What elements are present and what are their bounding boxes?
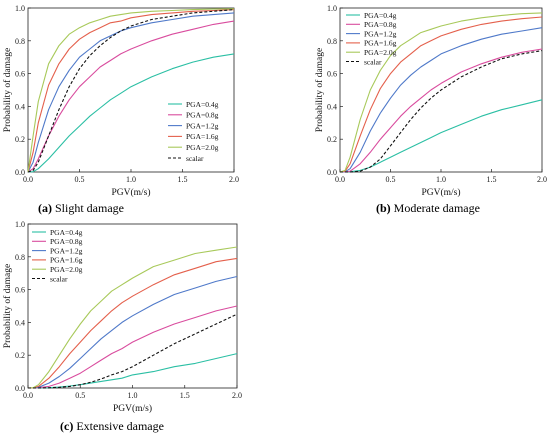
x-tick-label: 1.0 xyxy=(126,175,136,184)
legend-entry: PGA=1.2g xyxy=(364,29,397,38)
x-tick-label: 2.0 xyxy=(232,391,242,400)
x-tick-label: 1.5 xyxy=(487,175,497,184)
series-line-pga-0-4g xyxy=(27,53,235,173)
y-tick-label: 0.2 xyxy=(327,135,337,144)
legend-entry: scalar xyxy=(186,154,204,163)
y-tick-label: 0.8 xyxy=(15,37,25,46)
y-tick-label: 1.0 xyxy=(327,4,337,13)
chart-panel-c: 0.0 0.5 1.0 1.5 2.0 0.0 0.2 0.4 0.6 0.8 1.0 PGV(m/s… xyxy=(2,220,242,433)
y-tick-label: 1.0 xyxy=(15,220,25,229)
legend-entry: PGA=1.6g xyxy=(186,132,219,141)
y-tick-label: 0.6 xyxy=(15,286,25,295)
y-tick-label: 0.8 xyxy=(327,37,337,46)
caption-letter: (a) xyxy=(38,201,52,215)
series-line-pga-0-8g xyxy=(27,20,235,173)
legend-entry: PGA=0.4g xyxy=(364,11,397,20)
legend-entry: PGA=1.6g xyxy=(50,256,83,265)
panel-caption: (c) Extensive damage xyxy=(60,419,164,433)
legend-entry: scalar xyxy=(50,274,68,283)
y-axis-label: Probability of damage xyxy=(314,48,325,132)
series-line-pga-0-8g xyxy=(28,305,238,389)
legend-entry: PGA=2.0g xyxy=(364,48,397,57)
legend-entry: PGA=2.0g xyxy=(50,265,83,274)
panel-caption: (a) Slight damage xyxy=(38,201,124,215)
series-line-pga-2-0g xyxy=(27,246,238,389)
legend-entry: PGA=1.6g xyxy=(364,39,397,48)
legend-entry: PGA=0.8g xyxy=(50,237,83,246)
series-line-pga-2-0g xyxy=(339,12,543,173)
y-tick-label: 0.2 xyxy=(15,135,25,144)
x-tick-label: 0.5 xyxy=(75,175,85,184)
legend-entry: PGA=0.8g xyxy=(186,111,219,120)
series-line-pga-0-4g xyxy=(340,99,543,173)
legend-entry: PGA=0.8g xyxy=(364,20,397,29)
chart-panel-a: 0.0 0.5 1.0 1.5 2.0 0.0 0.2 0.4 0.6 0.8 1.0 PGV(m/s… xyxy=(2,4,239,215)
x-tick-label: 1.0 xyxy=(128,391,138,400)
series-line-pga-0-8g xyxy=(340,48,543,173)
x-tick-label: 2.0 xyxy=(537,175,547,184)
caption-text: Moderate damage xyxy=(391,201,480,215)
x-tick-label: 0.0 xyxy=(23,175,33,184)
x-tick-label: 1.5 xyxy=(178,175,188,184)
y-axis-label: Probability of damage xyxy=(2,264,13,348)
series-line-pga-1-2g xyxy=(339,27,543,173)
x-tick-label: 1.0 xyxy=(436,175,446,184)
caption-letter: (c) xyxy=(60,419,73,433)
y-tick-label: 1.0 xyxy=(15,4,25,13)
x-tick-label: 0.5 xyxy=(386,175,396,184)
y-tick-label: 0.4 xyxy=(15,318,25,327)
y-tick-label: 0.6 xyxy=(327,70,337,79)
x-tick-label: 0.0 xyxy=(335,175,345,184)
chart-panel-b: 0.0 0.5 1.0 1.5 2.0 0.0 0.2 0.4 0.6 0.8 1.0 PGV(m/s… xyxy=(314,4,547,215)
x-axis-label: PGV(m/s) xyxy=(421,187,460,198)
series-line-scalar xyxy=(340,50,543,173)
y-tick-label: 0.8 xyxy=(15,253,25,262)
series-line-pga-1-6g xyxy=(339,16,543,173)
legend-entry: PGA=1.2g xyxy=(50,246,83,255)
series-line-pga-1-6g xyxy=(27,9,235,173)
y-tick-label: 0.4 xyxy=(15,102,25,111)
legend-entry: PGA=2.0g xyxy=(186,143,219,152)
caption-letter: (b) xyxy=(376,201,391,215)
caption-text: Extensive damage xyxy=(73,419,164,433)
y-tick-label: 0.0 xyxy=(15,384,25,393)
x-axis-label: PGV(m/s) xyxy=(113,403,152,414)
x-axis-label: PGV(m/s) xyxy=(111,187,150,198)
series-line-scalar xyxy=(28,313,238,389)
y-tick-label: 0.0 xyxy=(327,168,337,177)
series-line-pga-2-0g xyxy=(27,8,235,173)
y-tick-label: 0.4 xyxy=(327,102,337,111)
caption-text: Slight damage xyxy=(52,201,124,215)
x-tick-label: 1.5 xyxy=(180,391,190,400)
series-line-pga-1-6g xyxy=(27,257,238,389)
legend-entry: PGA=1.2g xyxy=(186,121,219,130)
x-tick-label: 2.0 xyxy=(229,175,239,184)
legend-entry: PGA=0.4g xyxy=(50,228,83,237)
legend-entry: PGA=0.4g xyxy=(186,100,219,109)
series-line-pga-1-2g xyxy=(28,275,238,389)
series-line-pga-1-2g xyxy=(27,12,235,173)
x-tick-label: 0.5 xyxy=(75,391,85,400)
y-tick-label: 0.6 xyxy=(15,70,25,79)
y-axis-label: Probability of damage xyxy=(2,48,13,132)
legend-entry: scalar xyxy=(364,57,382,66)
panel-caption: (b) Moderate damage xyxy=(376,201,480,215)
y-tick-label: 0.2 xyxy=(15,351,25,360)
x-tick-label: 0.0 xyxy=(23,391,33,400)
y-tick-label: 0.0 xyxy=(15,168,25,177)
